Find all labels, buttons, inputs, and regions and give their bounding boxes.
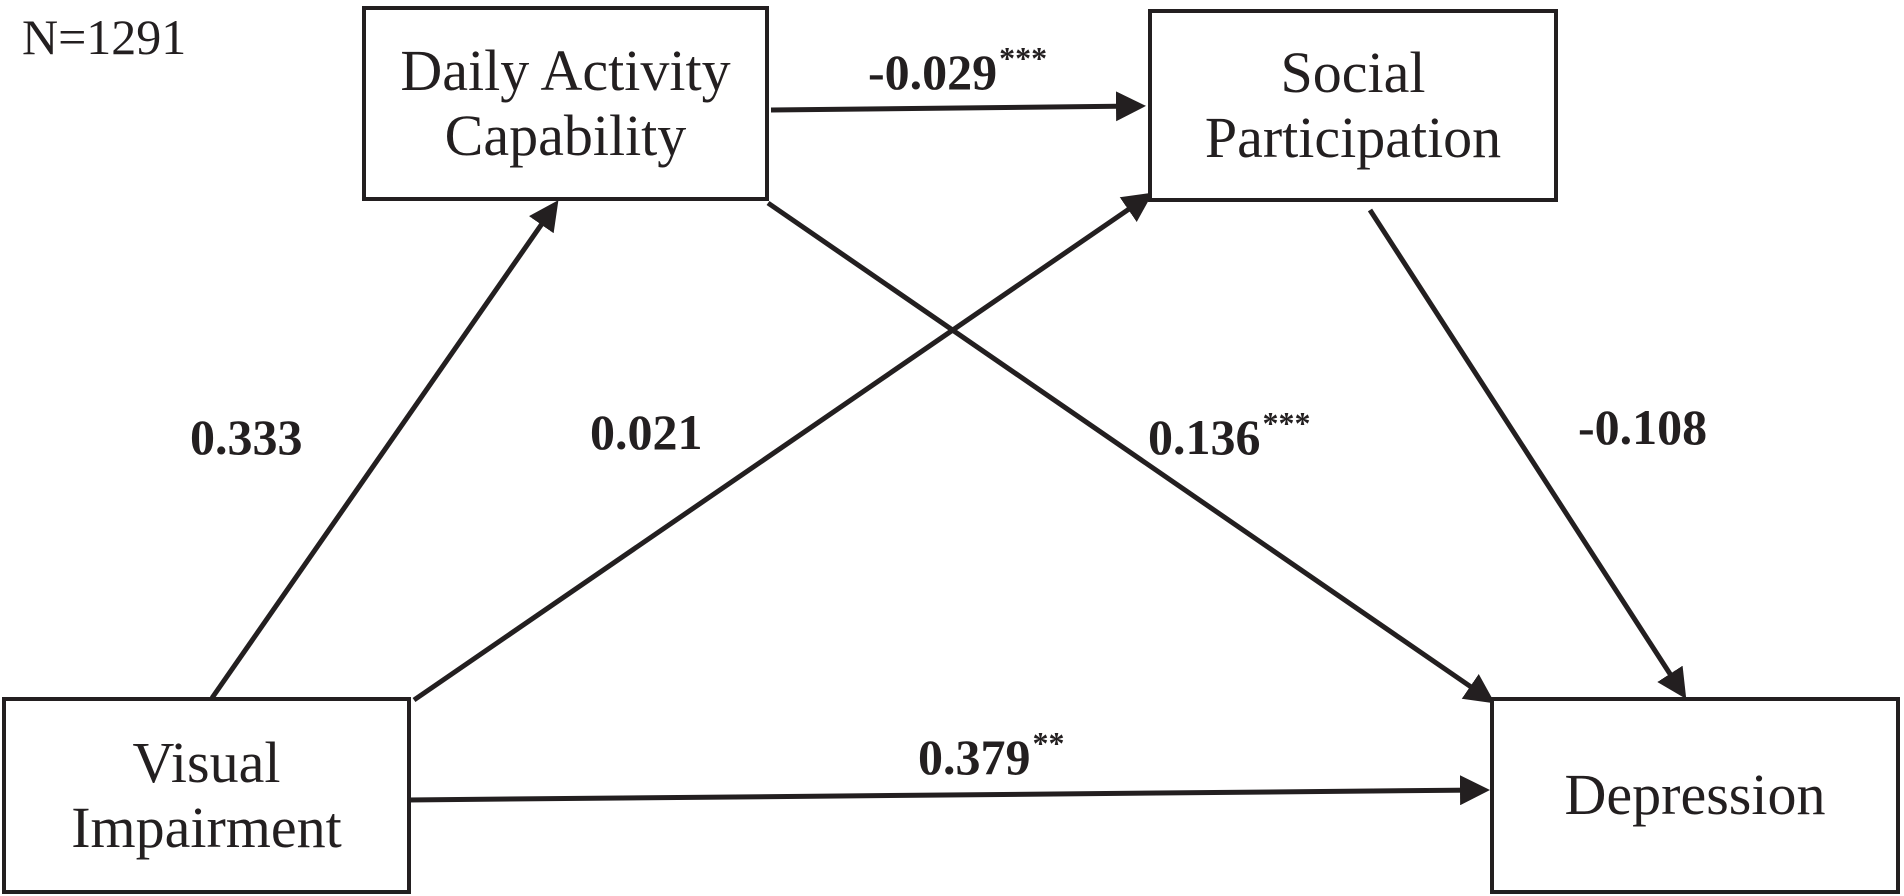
node-depression: Depression xyxy=(1490,697,1900,894)
sample-size-label: N=1291 xyxy=(22,9,187,65)
arrow-vi-to-dac xyxy=(209,200,559,700)
coef-vi-to-dac: 0.333 xyxy=(190,405,305,466)
node-label-line1: Depression xyxy=(1564,762,1826,828)
arrow-sp-to-dep xyxy=(1367,208,1687,700)
coef-dac-to-sp: -0.029*** xyxy=(868,40,1047,101)
node-daily-activity-capability: Daily Activity Capability xyxy=(362,6,769,201)
coef-value: 0.021 xyxy=(590,404,703,460)
coef-vi-to-sp: 0.021 xyxy=(590,400,705,461)
arrow-dac-to-sp xyxy=(770,91,1146,122)
coef-value: 0.333 xyxy=(190,409,303,465)
coef-dac-to-dep: 0.136*** xyxy=(1148,405,1311,466)
coef-vi-to-dep: 0.379** xyxy=(918,725,1065,786)
coef-value: 0.136 xyxy=(1148,409,1261,465)
coef-value: 0.379 xyxy=(918,729,1031,785)
coef-significance: ** xyxy=(1032,725,1065,761)
coef-value: -0.029 xyxy=(868,44,998,100)
node-social-participation: Social Participation xyxy=(1148,9,1558,202)
node-label-line2: Participation xyxy=(1204,104,1502,170)
coef-sp-to-dep: -0.108 xyxy=(1578,395,1709,456)
node-label-line2: Impairment xyxy=(71,794,342,860)
coef-value: -0.108 xyxy=(1578,399,1708,455)
arrow-vi-to-dep xyxy=(406,775,1490,806)
arrow-dac-to-dep xyxy=(766,200,1495,704)
node-label-line2: Capability xyxy=(444,102,687,168)
arrow-vi-to-sp xyxy=(412,192,1153,703)
coef-significance: *** xyxy=(999,40,1048,76)
node-label-line1: Visual xyxy=(132,729,281,795)
coef-significance: *** xyxy=(1262,405,1311,441)
node-label-line1: Daily Activity xyxy=(400,37,731,103)
node-visual-impairment: Visual Impairment xyxy=(2,697,411,894)
node-label-line1: Social xyxy=(1280,39,1426,105)
